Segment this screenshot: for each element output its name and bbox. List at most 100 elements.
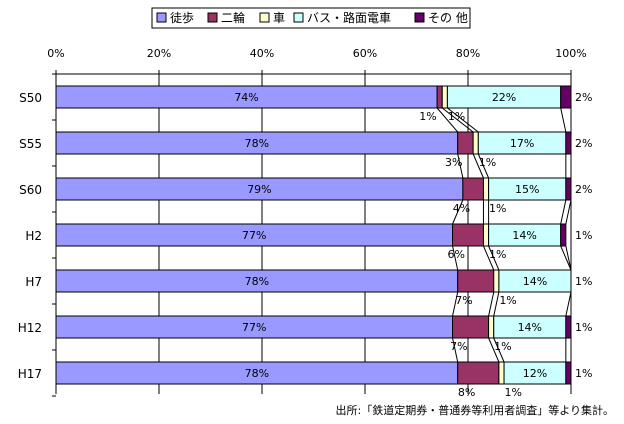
label-h12-car: 1% [494,340,511,353]
label-h7-bus-tram: 14% [523,275,547,288]
label-h17-walk: 78% [245,367,269,380]
legend-swatch-car [259,12,270,23]
legend-swatch-walk [156,12,167,23]
bar-s60-other [565,177,572,201]
label-h12-bus-tram: 14% [518,321,542,334]
legend-label-two-wheel: 二輪 [221,10,245,25]
x-tick-40: 40% [250,47,274,60]
bar-s50-car [441,85,448,109]
legend-swatch-two-wheel [207,12,218,23]
connector-s60-5 [565,199,572,225]
bar-h17-car [498,361,505,385]
label-h17-two-wheel: 8% [458,386,475,399]
label-s50-other: 2% [575,91,592,104]
bar-h7-bus-tram [498,269,572,293]
label-h12-walk: 77% [242,321,266,334]
connector-h2-3 [488,245,500,271]
label-h12-two-wheel: 7% [450,340,467,353]
label-s60-other: 2% [575,183,592,196]
legend-swatch-bus-tram [293,12,304,23]
source-note: 出所:「鉄道定期券・普通券等利用者調査」等より集計。 [336,403,614,417]
label-s50-bus-tram: 22% [492,91,516,104]
x-tick-20: 20% [147,47,171,60]
label-s50-walk: 74% [234,91,258,104]
label-h2-walk: 77% [242,229,266,242]
category-label-h2: H2 [25,229,42,243]
connector-s60-4 [560,199,567,225]
bar-s50-two-wheel [436,85,443,109]
bar-h12-other [565,315,572,339]
connector-s55-2 [472,153,484,179]
legend-label-other: その 他 [428,11,468,25]
bar-h2-two-wheel [452,223,484,247]
category-label-s50: S50 [19,91,42,105]
bar-s50-other [560,85,572,109]
connector-s60-1 [452,199,464,225]
label-h2-car: 1% [489,248,506,261]
legend-label-walk: 徒歩 [170,10,194,25]
connector-s50-2 [441,107,474,133]
bar-s60-car [482,177,490,201]
legend-box [151,7,471,29]
label-h17-bus-tram: 12% [523,367,547,380]
category-labels: S50 S55 S60 H2 H7 H12 H17 [18,91,42,381]
connector-h12-1 [452,337,459,363]
connector-s55-1 [457,153,464,179]
label-s60-bus-tram: 15% [515,183,539,196]
connector-h2-5 [565,245,572,271]
bar-h12-car [488,315,495,339]
label-s55-two-wheel: 3% [445,156,462,169]
connector-h2-1 [452,245,459,271]
series-connector-lines [436,107,572,363]
label-h2-other: 1% [575,229,592,242]
label-s50-two-wheel: 1% [419,110,436,123]
label-s55-bus-tram: 17% [510,137,534,150]
x-tick-100: 100% [555,47,586,60]
bar-h2-car [482,223,490,247]
connector-s50-1 [436,107,459,133]
x-axis-tick-labels: 0% 20% 40% 60% 80% 100% [47,47,586,60]
bar-h2-other [560,223,567,247]
legend-label-bus-tram: バス・路面電車 [307,10,391,25]
bar-h7-car [493,269,500,293]
label-s50-car: 1% [448,110,465,123]
label-s55-car: 1% [479,156,496,169]
label-s60-walk: 79% [247,183,271,196]
data-labels: 74% 22% 2% 1% 1% 78% 17% 2% 3% 1% 79% 15% 2% 4% 1% 77% 1… [234,91,592,399]
x-tick-60: 60% [353,47,377,60]
legend: 徒歩 二輪 車 バス・路面電車 その 他 [151,7,471,29]
legend-label-car: 車 [273,11,285,25]
connector-h7-4 [565,291,572,317]
x-tick-80: 80% [456,47,480,60]
bar-h17-two-wheel [457,361,500,385]
connector-h7-1 [452,291,459,317]
connector-h12-2 [488,337,500,363]
legend-swatch-other [414,12,425,23]
connector-s55-3 [477,153,490,179]
connector-h7-3 [493,291,500,317]
connector-h12-3 [493,337,505,363]
connector-h2-2 [482,245,495,271]
category-label-h12: H12 [18,321,42,335]
x-tick-0: 0% [47,47,64,60]
label-s60-car: 1% [489,202,506,215]
bar-h12-two-wheel [452,315,490,339]
connector-s50-3 [447,107,479,133]
bar-s55-car [472,131,479,155]
label-h17-car: 1% [504,386,521,399]
label-h2-two-wheel: 6% [448,248,465,261]
connector-h2-4 [560,245,572,271]
label-s60-two-wheel: 4% [453,202,470,215]
label-h7-walk: 78% [245,275,269,288]
bar-h17-other [565,361,572,385]
bar-h7-two-wheel [457,269,495,293]
label-h2-bus-tram: 14% [512,229,536,242]
bar-s55-other [565,131,572,155]
label-h12-other: 1% [575,321,592,334]
bar-s55-two-wheel [457,131,474,155]
label-h17-other: 1% [575,367,592,380]
label-h7-other: 1% [575,275,592,288]
label-s55-walk: 78% [245,137,269,150]
category-label-h7: H7 [25,275,42,289]
